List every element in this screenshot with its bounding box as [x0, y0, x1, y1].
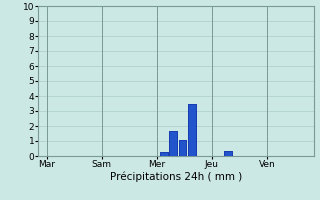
Bar [188, 104, 196, 156]
Bar [160, 152, 168, 156]
Bar [169, 130, 177, 156]
Bar [160, 152, 168, 156]
Bar [188, 104, 196, 156]
Bar [179, 140, 187, 156]
Bar [169, 130, 177, 156]
Bar [224, 151, 232, 156]
X-axis label: Précipitations 24h ( mm ): Précipitations 24h ( mm ) [110, 172, 242, 182]
Bar [224, 151, 232, 156]
Bar [179, 140, 187, 156]
